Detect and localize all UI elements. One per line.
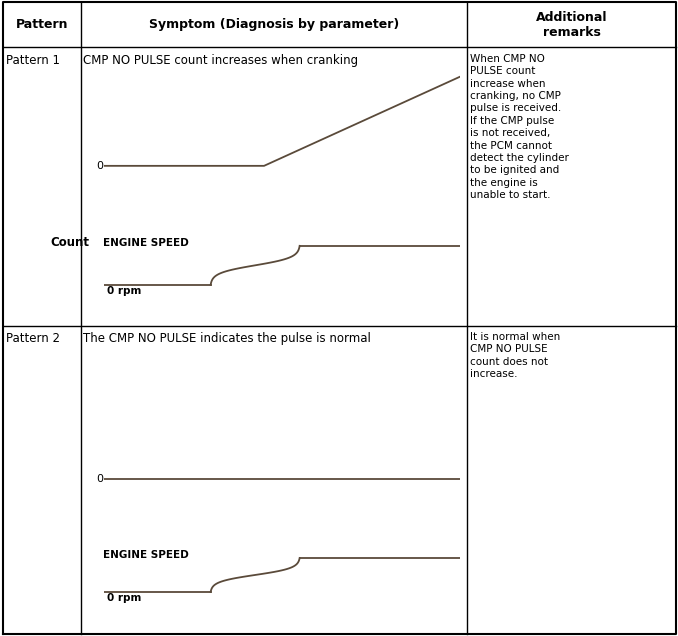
Text: Symptom (Diagnosis by parameter): Symptom (Diagnosis by parameter) [149, 18, 399, 31]
Text: 0: 0 [96, 161, 103, 171]
Text: Pattern: Pattern [16, 18, 68, 31]
Text: 0 rpm: 0 rpm [108, 286, 142, 296]
Text: Pattern 1: Pattern 1 [6, 54, 60, 67]
Text: 0: 0 [96, 474, 103, 483]
Text: Count: Count [51, 235, 89, 249]
Text: The CMP NO PULSE indicates the pulse is normal: The CMP NO PULSE indicates the pulse is … [83, 332, 372, 345]
Text: 0 rpm: 0 rpm [108, 593, 142, 603]
Text: ENGINE SPEED: ENGINE SPEED [103, 550, 189, 560]
Text: Pattern 2: Pattern 2 [6, 332, 60, 345]
Text: It is normal when
CMP NO PULSE
count does not
increase.: It is normal when CMP NO PULSE count doe… [470, 332, 561, 379]
Text: CMP NO PULSE count increases when cranking: CMP NO PULSE count increases when cranki… [83, 54, 359, 67]
Text: Additional
remarks: Additional remarks [536, 11, 607, 39]
Text: ENGINE SPEED: ENGINE SPEED [103, 238, 189, 249]
Text: When CMP NO
PULSE count
increase when
cranking, no CMP
pulse is received.
If the: When CMP NO PULSE count increase when cr… [470, 54, 569, 200]
